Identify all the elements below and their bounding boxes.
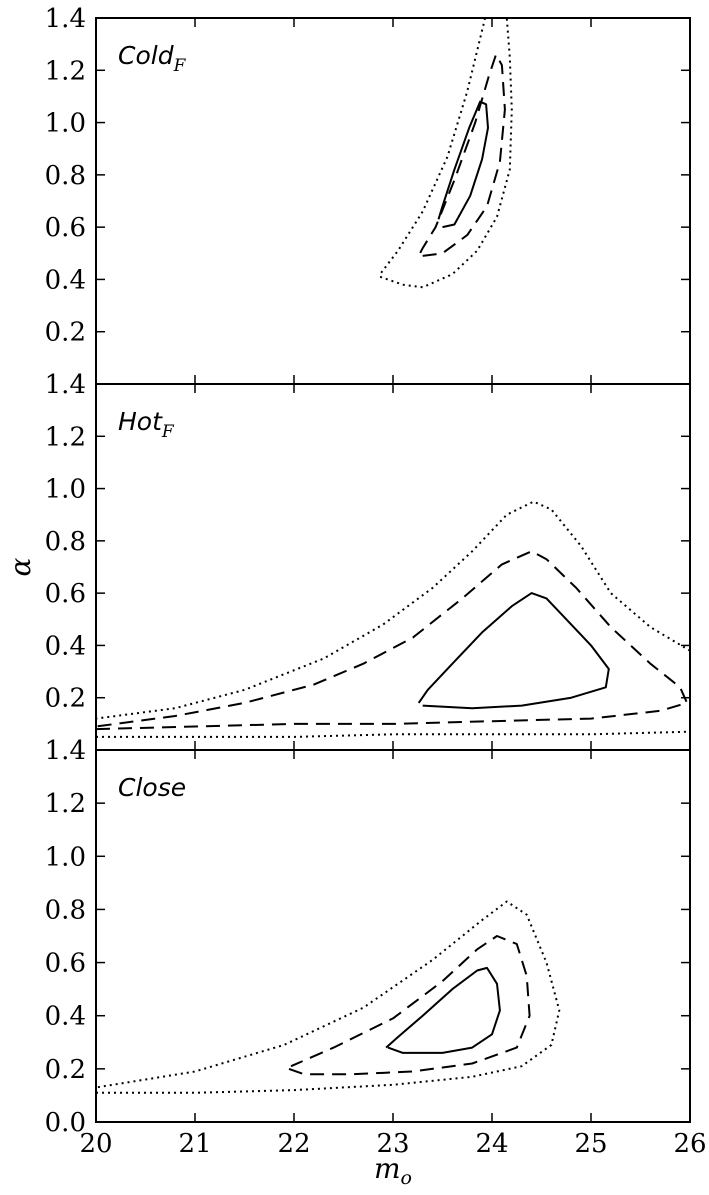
panel-label: Close <box>118 773 186 802</box>
panel-cold: 1.4 1.2 1.0 0.8 0.6 0.4 0.2 ColdF <box>45 4 691 385</box>
x-tick-label: 20 <box>79 1129 112 1159</box>
panel-hot: 1.4 1.2 1.0 0.8 0.6 0.4 0.2 HotF <box>45 370 691 751</box>
contour-dotted <box>379 18 513 289</box>
contour-solid <box>417 592 610 710</box>
y-tick-label: 0.0 <box>45 1108 86 1138</box>
y-tick-label: 0.2 <box>45 318 86 348</box>
y-tick-label: 1.2 <box>45 789 86 819</box>
y-tick-label: 0.2 <box>45 684 86 714</box>
y-tick-label: 1.4 <box>45 370 86 400</box>
contour-solid <box>385 966 501 1054</box>
x-tick-label: 21 <box>178 1129 211 1159</box>
x-tick-label: 25 <box>574 1129 607 1159</box>
y-tick-label: 1.2 <box>45 422 86 452</box>
x-axis: 20 21 22 23 24 25 26 <box>79 1129 706 1159</box>
x-axis-title: mo <box>374 1152 412 1189</box>
panel-close: 1.4 1.2 1.0 0.8 0.6 0.4 0.2 0.0 Close <box>45 736 691 1138</box>
y-tick-label: 1.2 <box>45 56 86 86</box>
contour-dashed <box>417 53 506 257</box>
panel-frame <box>95 383 691 751</box>
panel-frame <box>95 749 691 1123</box>
y-tick-label: 1.0 <box>45 842 86 872</box>
y-tick-label: 0.8 <box>45 161 86 191</box>
panel-label: ColdF <box>118 41 187 76</box>
y-tick-label: 1.4 <box>45 736 86 766</box>
x-tick-label: 24 <box>475 1129 508 1159</box>
y-tick-label: 0.4 <box>45 265 86 295</box>
y-tick-label: 0.6 <box>45 213 86 243</box>
y-tick-label: 0.4 <box>45 1002 86 1032</box>
panel-label-subscript: F <box>161 422 175 442</box>
x-axis-title-main: m <box>374 1152 401 1185</box>
y-tick-label: 0.6 <box>45 949 86 979</box>
y-tick-label: 0.4 <box>45 631 86 661</box>
y-tick-label: 0.8 <box>45 895 86 925</box>
y-tick-label: 1.0 <box>45 475 86 505</box>
x-tick-label: 23 <box>376 1129 409 1159</box>
x-tick-label: 22 <box>277 1129 310 1159</box>
panel-label-subscript: F <box>173 56 187 76</box>
y-tick-label: 1.0 <box>45 109 86 139</box>
x-tick-label: 26 <box>673 1129 706 1159</box>
y-tick-label: 0.2 <box>45 1055 86 1085</box>
contour-dotted <box>96 500 690 738</box>
y-tick-label: 1.4 <box>45 4 86 34</box>
panel-label: HotF <box>118 407 175 442</box>
contour-dashed <box>288 935 531 1076</box>
y-tick-label: 0.6 <box>45 579 86 609</box>
contour-dotted <box>96 900 561 1094</box>
x-axis-title-subscript: o <box>401 1167 412 1189</box>
contour-dashed <box>96 550 688 731</box>
panels-group: 1.4 1.2 1.0 0.8 0.6 0.4 0.2 ColdF 1.4 1.2 1.0 0.8 0.… <box>45 4 691 1138</box>
y-tick-label: 0.8 <box>45 527 86 557</box>
contour-solid <box>437 100 489 229</box>
y-axis-title: α <box>4 557 37 576</box>
